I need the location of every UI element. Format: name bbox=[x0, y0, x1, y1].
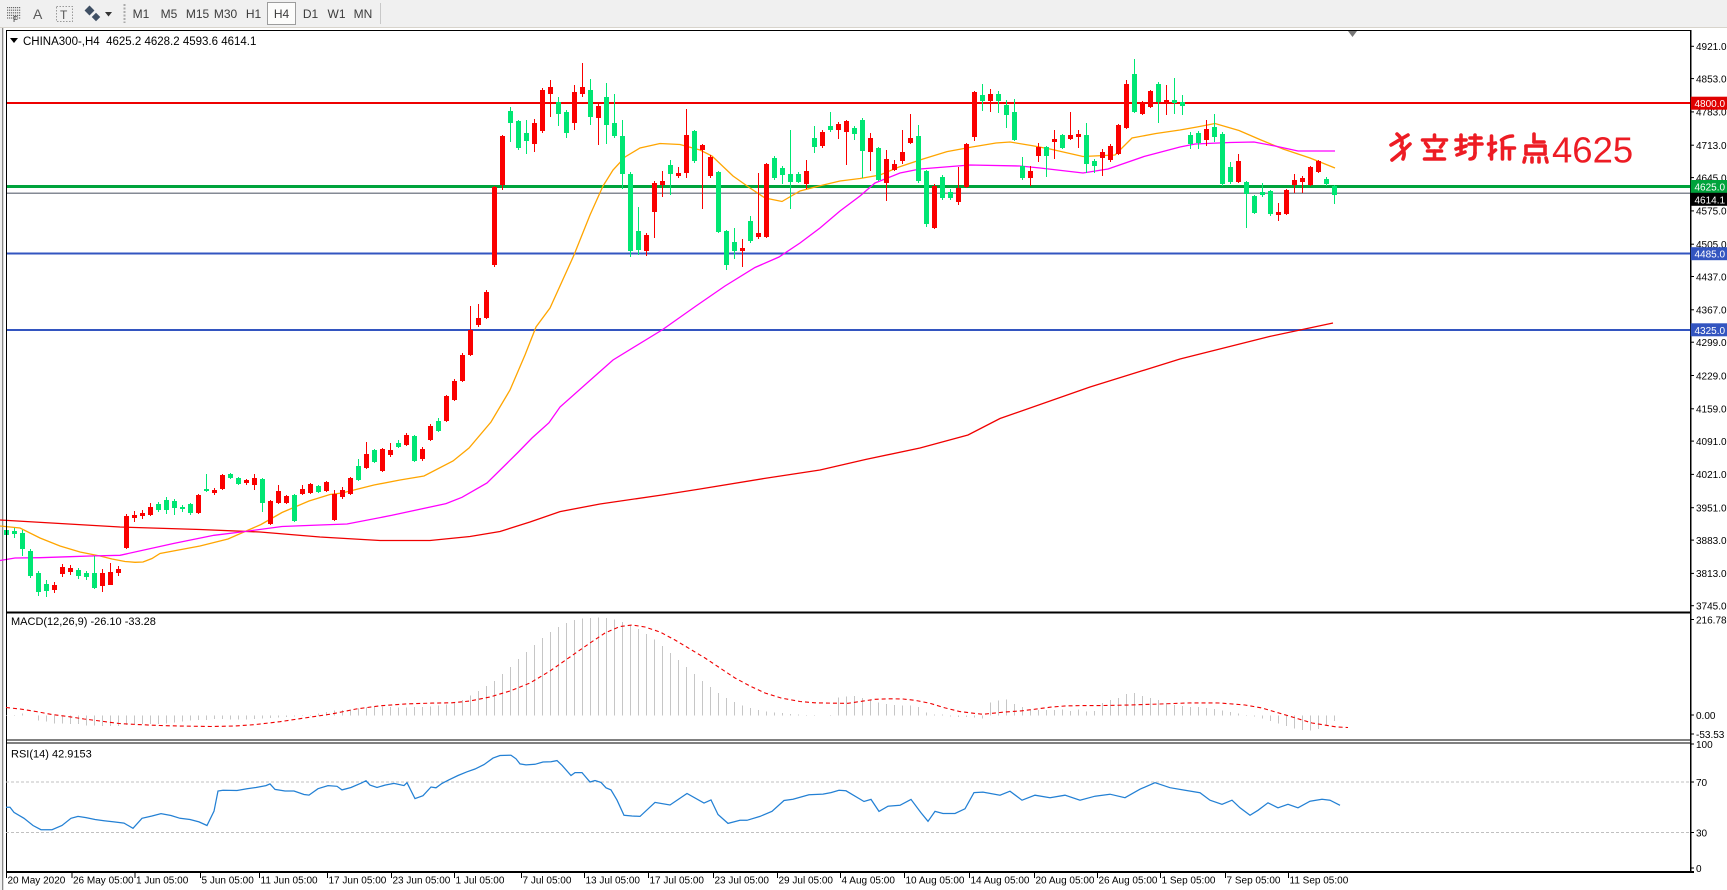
svg-text:H1: H1 bbox=[246, 7, 262, 21]
svg-text:30: 30 bbox=[1696, 828, 1708, 839]
svg-text:3883.0: 3883.0 bbox=[1696, 536, 1727, 547]
svg-text:H4: H4 bbox=[274, 7, 290, 21]
svg-text:MACD(12,26,9) -26.10 -33.28: MACD(12,26,9) -26.10 -33.28 bbox=[11, 616, 156, 628]
svg-text:T: T bbox=[60, 8, 68, 22]
svg-text:7 Sep 05:00: 7 Sep 05:00 bbox=[1227, 876, 1281, 887]
svg-text:4437.0: 4437.0 bbox=[1696, 272, 1727, 283]
svg-text:M15: M15 bbox=[186, 7, 210, 21]
svg-text:4325.0: 4325.0 bbox=[1695, 326, 1726, 337]
svg-text:100: 100 bbox=[1696, 740, 1713, 751]
svg-text:-53.53: -53.53 bbox=[1696, 730, 1725, 741]
svg-text:1 Jun 05:00: 1 Jun 05:00 bbox=[136, 876, 189, 887]
svg-text:3813.0: 3813.0 bbox=[1696, 569, 1727, 580]
svg-text:4614.1: 4614.1 bbox=[1695, 195, 1726, 206]
svg-text:RSI(14) 42.9153: RSI(14) 42.9153 bbox=[11, 749, 92, 761]
svg-text:4921.0: 4921.0 bbox=[1696, 42, 1727, 53]
svg-text:MN: MN bbox=[354, 7, 373, 21]
svg-text:70: 70 bbox=[1696, 778, 1708, 789]
svg-text:20 May 2020: 20 May 2020 bbox=[8, 876, 66, 887]
svg-text:4800.0: 4800.0 bbox=[1695, 99, 1726, 110]
svg-text:216.78: 216.78 bbox=[1696, 615, 1727, 626]
svg-text:4713.0: 4713.0 bbox=[1696, 141, 1727, 152]
svg-text:11 Jun 05:00: 11 Jun 05:00 bbox=[261, 876, 319, 887]
svg-text:1 Jul 05:00: 1 Jul 05:00 bbox=[456, 876, 505, 887]
svg-text:4625.0: 4625.0 bbox=[1695, 183, 1726, 194]
svg-text:20 Aug 05:00: 20 Aug 05:00 bbox=[1036, 876, 1095, 887]
svg-text:26 May 05:00: 26 May 05:00 bbox=[73, 876, 134, 887]
svg-text:CHINA300-,H4 4625.2 4628.2 45: CHINA300-,H4 4625.2 4628.2 4593.6 4614.1 bbox=[23, 36, 256, 48]
svg-text:7 Jul 05:00: 7 Jul 05:00 bbox=[523, 876, 572, 887]
svg-text:4575.0: 4575.0 bbox=[1696, 207, 1727, 218]
svg-text:4853.0: 4853.0 bbox=[1696, 74, 1727, 85]
svg-text:1 Sep 05:00: 1 Sep 05:00 bbox=[1162, 876, 1216, 887]
svg-text:D1: D1 bbox=[303, 7, 319, 21]
svg-text:4505.0: 4505.0 bbox=[1696, 240, 1727, 251]
svg-text:4645.0: 4645.0 bbox=[1696, 173, 1727, 184]
svg-text:26 Aug 05:00: 26 Aug 05:00 bbox=[1099, 876, 1158, 887]
svg-text:14 Aug 05:00: 14 Aug 05:00 bbox=[971, 876, 1030, 887]
svg-text:11 Sep 05:00: 11 Sep 05:00 bbox=[1290, 876, 1349, 887]
svg-text:4 Aug 05:00: 4 Aug 05:00 bbox=[842, 876, 896, 887]
svg-text:4485.0: 4485.0 bbox=[1695, 250, 1726, 261]
svg-text:4021.0: 4021.0 bbox=[1696, 470, 1727, 481]
svg-text:5 Jun 05:00: 5 Jun 05:00 bbox=[202, 876, 255, 887]
svg-text:M30: M30 bbox=[214, 7, 238, 21]
svg-text:4625: 4625 bbox=[1552, 130, 1633, 171]
svg-text:3745.0: 3745.0 bbox=[1696, 602, 1727, 613]
svg-text:4229.0: 4229.0 bbox=[1696, 371, 1727, 382]
svg-text:23 Jul 05:00: 23 Jul 05:00 bbox=[715, 876, 770, 887]
svg-text:M1: M1 bbox=[133, 7, 150, 21]
svg-text:M5: M5 bbox=[161, 7, 178, 21]
svg-text:4091.0: 4091.0 bbox=[1696, 437, 1727, 448]
svg-text:4299.0: 4299.0 bbox=[1696, 338, 1727, 349]
svg-text:4367.0: 4367.0 bbox=[1696, 306, 1727, 317]
svg-text:0: 0 bbox=[1696, 864, 1702, 875]
svg-text:4783.0: 4783.0 bbox=[1696, 108, 1727, 119]
svg-text:A: A bbox=[33, 6, 43, 22]
svg-text:0.00: 0.00 bbox=[1696, 711, 1716, 722]
svg-text:17 Jun 05:00: 17 Jun 05:00 bbox=[329, 876, 387, 887]
svg-text:3951.0: 3951.0 bbox=[1696, 504, 1727, 515]
svg-text:29 Jul 05:00: 29 Jul 05:00 bbox=[779, 876, 834, 887]
svg-text:17 Jul 05:00: 17 Jul 05:00 bbox=[650, 876, 705, 887]
svg-text:13 Jul 05:00: 13 Jul 05:00 bbox=[586, 876, 641, 887]
svg-text:4159.0: 4159.0 bbox=[1696, 405, 1727, 416]
svg-text:10 Aug 05:00: 10 Aug 05:00 bbox=[906, 876, 965, 887]
svg-text:23 Jun 05:00: 23 Jun 05:00 bbox=[393, 876, 451, 887]
svg-text:W1: W1 bbox=[328, 7, 346, 21]
svg-text:F: F bbox=[13, 15, 18, 24]
